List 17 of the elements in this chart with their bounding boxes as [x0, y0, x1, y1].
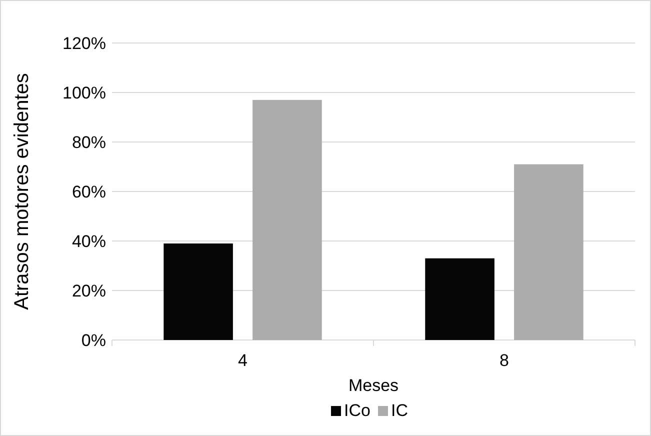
y-axis-title: Atrasos motores evidentes — [11, 73, 33, 310]
y-tick-label: 0% — [81, 330, 106, 350]
legend-label: IC — [391, 401, 408, 420]
bar — [164, 243, 233, 340]
x-tick-label: 4 — [238, 351, 248, 370]
y-tick-label: 60% — [72, 182, 106, 202]
bar — [252, 100, 322, 340]
y-tick-label: 20% — [72, 281, 106, 300]
bar — [514, 164, 584, 340]
bar — [425, 258, 494, 340]
legend-label: ICo — [344, 401, 370, 420]
y-tick-label: 100% — [62, 83, 106, 102]
y-tick-label: 120% — [62, 34, 106, 53]
y-tick-label: 40% — [72, 232, 106, 251]
y-tick-label: 80% — [72, 132, 106, 152]
x-axis-title: Meses — [348, 376, 399, 395]
x-tick-label: 8 — [500, 351, 509, 370]
